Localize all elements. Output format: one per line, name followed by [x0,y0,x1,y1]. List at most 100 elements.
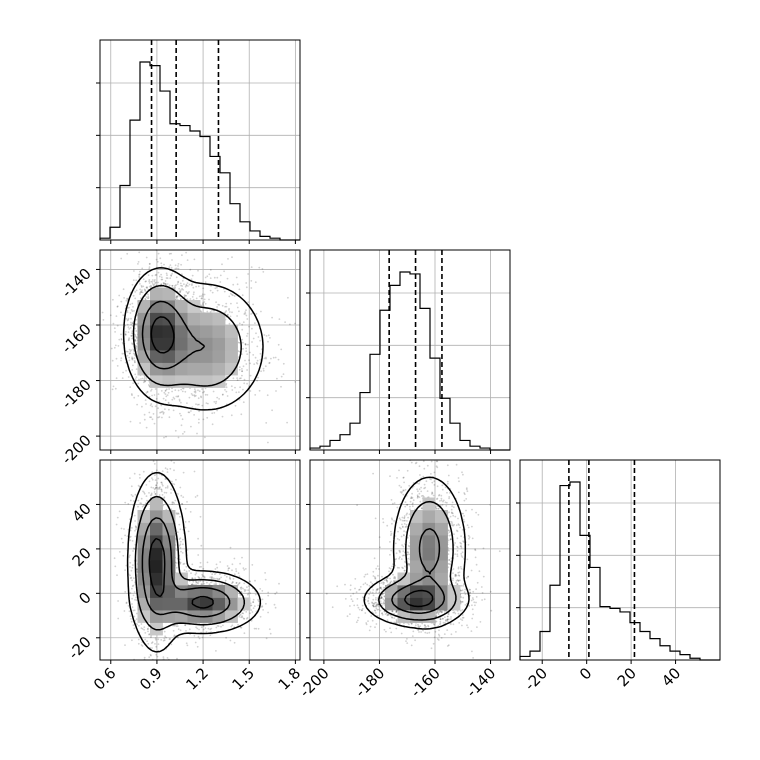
density-cell [150,610,163,623]
scatter-point [155,281,157,284]
scatter-point [463,541,465,543]
contour-level [134,495,246,631]
scatter-point [157,488,160,490]
scatter-point [435,507,438,509]
scatter-point [174,267,177,270]
scatter-point [203,576,206,578]
scatter-point [181,418,184,421]
scatter-point [401,523,403,526]
scatter-point [254,281,257,284]
scatter-point [447,613,450,616]
scatter-point [467,543,470,546]
scatter-point [193,390,196,393]
scatter-point [201,388,203,390]
scatter-point [252,601,255,603]
scatter-point [423,467,426,470]
scatter-point [461,589,464,592]
scatter-point [356,504,358,506]
scatter-point [155,653,158,656]
scatter-point [374,577,377,579]
scatter-point [395,583,398,586]
scatter-point [269,337,271,339]
scatter-point [331,606,334,609]
scatter-point [227,313,229,316]
scatter-point [408,513,411,516]
density-cell [212,325,226,338]
scatter-point [444,622,446,624]
scatter-point [193,414,196,416]
scatter-point [129,352,131,355]
scatter-point [382,518,384,520]
scatter-point [462,473,464,476]
scatter-point [102,319,105,321]
scatter-point [136,403,139,406]
scatter-point [139,502,142,504]
scatter-point [481,599,483,601]
density-cell [175,375,188,388]
scatter-point [196,581,198,584]
scatter-point [454,574,457,576]
scatter-point [467,526,470,529]
scatter-point [471,650,473,653]
scatter-point [364,573,367,576]
scatter-point [238,288,241,291]
scatter-point [437,639,440,641]
scatter-point [412,502,414,504]
scatter-point [391,565,393,568]
scatter-point [470,599,473,602]
scatter-point [174,264,177,267]
scatter-point [235,581,238,584]
scatter-point [144,638,147,641]
scatter-point [128,610,131,613]
scatter-point [254,394,257,396]
scatter-point [418,488,421,491]
scatter-point [185,630,187,632]
scatter-point [149,494,152,497]
histogram-step-line [309,271,510,451]
scatter-point [426,632,429,634]
scatter-point [192,293,195,296]
scatter-point [443,610,446,612]
scatter-point [257,627,260,630]
scatter-point [245,314,248,317]
scatter-point [414,462,417,465]
scatter-point [234,386,236,389]
scatter-point [464,593,467,595]
x-tick-label: -200 [296,664,333,701]
scatter-point [417,625,420,628]
scatter-point [426,490,429,492]
scatter-point [194,394,197,397]
scatter-point [418,631,420,633]
scatter-point [452,506,455,508]
scatter-point [241,612,244,615]
scatter-point [453,523,455,526]
scatter-point [173,502,176,504]
scatter-point [442,500,444,503]
scatter-point [364,582,367,585]
scatter-point [191,274,194,277]
scatter-point [250,313,253,315]
scatter-point [152,487,155,489]
scatter-point [170,488,173,491]
scatter-point [159,411,162,414]
density-cell [422,510,436,523]
scatter-point [264,365,267,368]
scatter-point [381,613,384,616]
scatter-point [118,510,121,513]
scatter-point [246,593,249,596]
scatter-point [396,538,399,540]
scatter-point [462,585,464,587]
scatter-point [200,577,203,580]
density-cell [200,362,213,376]
scatter-point [133,514,136,517]
scatter-point [440,611,443,613]
density-cell [187,350,201,363]
scatter-point [465,488,468,491]
scatter-point [132,364,134,367]
scatter-point [460,535,462,538]
scatter-point [218,577,221,580]
scatter-point [240,588,243,590]
scatter-point [172,501,175,504]
scatter-point [252,607,255,609]
scatter-point [118,551,121,553]
